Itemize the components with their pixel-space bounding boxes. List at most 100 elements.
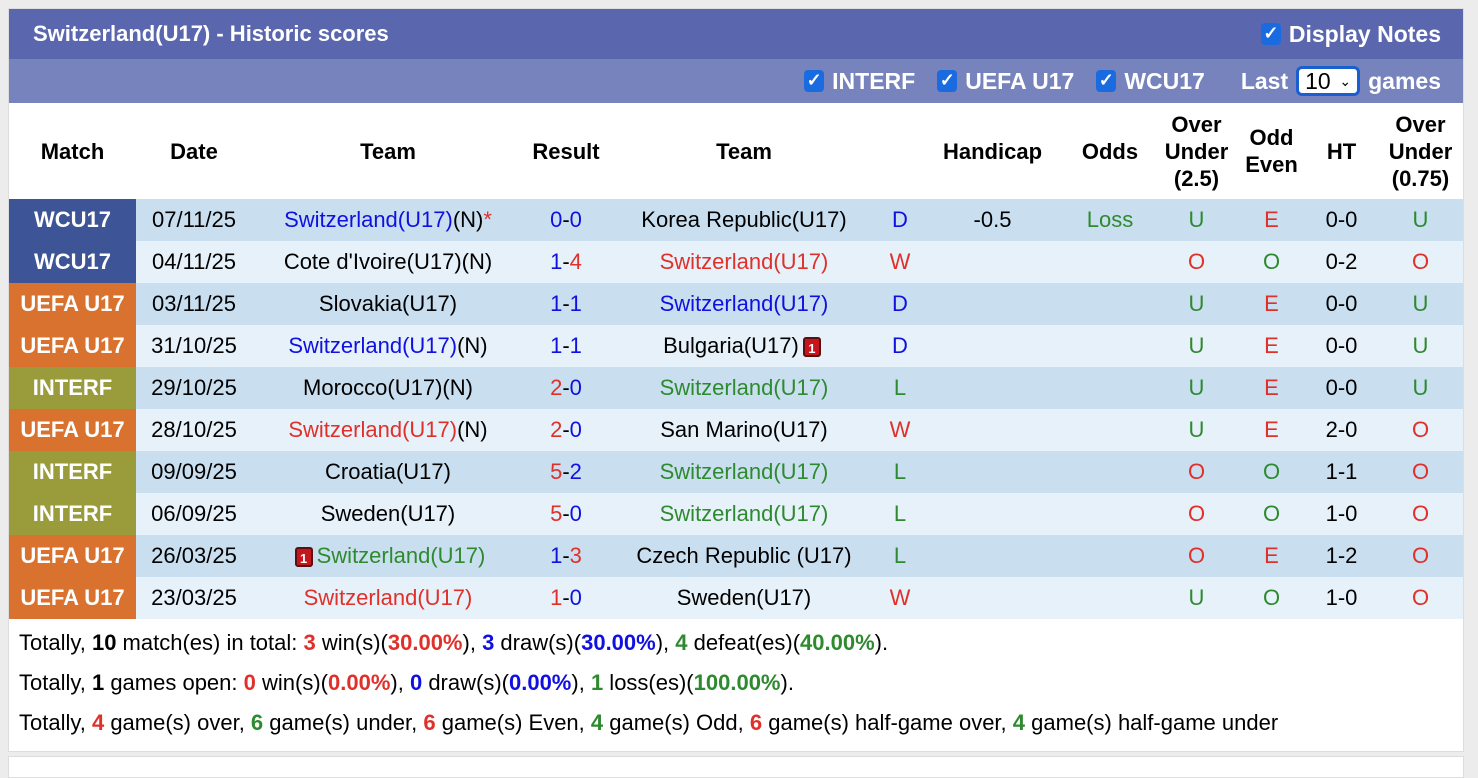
date-cell: 03/11/25 — [136, 283, 252, 325]
score-separator: - — [562, 543, 570, 568]
table-row: UEFA U17 26/03/25 1 Switzerland(U17) 1-3 Czec… — [9, 535, 1463, 577]
result-cell[interactable]: 1-1 — [524, 325, 608, 367]
column-header: Over Under (2.5) — [1164, 111, 1229, 191]
team-name[interactable]: Switzerland(U17) — [659, 291, 829, 316]
over-under-cell: U — [1155, 367, 1238, 409]
away-score: 2 — [569, 459, 582, 484]
over-under-075-cell: U — [1378, 199, 1463, 241]
team-name[interactable]: Switzerland(U17) — [284, 207, 453, 232]
half-time-cell: 0-0 — [1305, 283, 1378, 325]
half-time-cell: 0-0 — [1305, 325, 1378, 367]
competition-badge: WCU17 — [9, 199, 136, 241]
summary-segment: 0.00% — [508, 670, 572, 695]
handicap-cell — [920, 493, 1065, 535]
filter-interf-label: INTERF — [832, 67, 916, 94]
team-name[interactable]: Korea Republic(U17) — [641, 207, 847, 232]
last-games-select[interactable]: 10 ⌄ — [1296, 66, 1361, 96]
over-under-cell: O — [1155, 451, 1238, 493]
date-cell: 06/09/25 — [136, 493, 252, 535]
team-cell: Switzerland(U17) — [252, 577, 524, 619]
date-cell: 29/10/25 — [136, 367, 252, 409]
summary-segment: 10 — [91, 630, 117, 655]
over-under-075-cell: O — [1378, 451, 1463, 493]
outcome-cell: L — [880, 451, 920, 493]
result-cell[interactable]: 5-2 — [524, 451, 608, 493]
team-name[interactable]: Slovakia(U17) — [318, 291, 458, 316]
filter-wcu17-checkbox[interactable]: ✓ — [1096, 70, 1117, 92]
filter-uefa-checkbox[interactable]: ✓ — [937, 70, 958, 92]
table-row: INTERF 09/09/25 Croatia(U17) 5-2 Switzerland… — [9, 451, 1463, 493]
result-cell[interactable]: 5-0 — [524, 493, 608, 535]
scores-table: Match Date Team Result Team Handicap Odds Over … — [9, 103, 1463, 619]
team-cell: Sweden(U17) — [608, 577, 880, 619]
team-name[interactable]: Switzerland(U17) — [316, 543, 486, 568]
result-cell[interactable]: 1-1 — [524, 283, 608, 325]
result-cell[interactable]: 1-4 — [524, 241, 608, 283]
home-score: 2 — [550, 417, 563, 442]
team-name[interactable]: Switzerland(U17) — [659, 459, 829, 484]
summary-segment: Totally, — [19, 670, 92, 695]
score-separator: - — [562, 249, 570, 274]
outcome-cell: W — [880, 241, 920, 283]
result-cell[interactable]: 1-0 — [524, 577, 608, 619]
date-cell: 07/11/25 — [136, 199, 252, 241]
filter-interf-checkbox[interactable]: ✓ — [804, 70, 825, 92]
red-card-icon: 1 — [294, 547, 313, 568]
historic-scores-panel: Switzerland(U17) - Historic scores ✓ Dis… — [8, 8, 1464, 752]
team-name[interactable]: Morocco(U17) — [303, 375, 443, 400]
home-score: 5 — [550, 459, 563, 484]
display-notes-toggle[interactable]: ✓ Display Notes — [1260, 21, 1441, 48]
half-time-cell: 1-1 — [1305, 451, 1378, 493]
team-name[interactable]: Czech Republic (U17) — [636, 543, 852, 568]
result-cell[interactable]: 2-0 — [524, 367, 608, 409]
summary-segment: game(s) under, — [263, 710, 424, 735]
outcome-cell: W — [880, 409, 920, 451]
summary-segment: game(s) half-game under — [1025, 710, 1279, 735]
team-name[interactable]: San Marino(U17) — [660, 417, 828, 442]
summary-segment: 3 — [482, 630, 495, 655]
team-name[interactable]: Bulgaria(U17) — [663, 333, 799, 358]
team-name[interactable]: Switzerland(U17) — [659, 501, 829, 526]
over-under-075-cell: O — [1378, 535, 1463, 577]
team-cell: Cote d'Ivoire(U17)(N) — [252, 241, 524, 283]
team-name[interactable]: Switzerland(U17) — [659, 249, 829, 274]
team-name[interactable]: Switzerland(U17) — [288, 333, 458, 358]
team-name[interactable]: Sweden(U17) — [320, 501, 456, 526]
result-cell[interactable]: 1-3 — [524, 535, 608, 577]
over-under-cell: O — [1155, 493, 1238, 535]
date-cell: 26/03/25 — [136, 535, 252, 577]
team-cell: Switzerland(U17)(N) — [252, 325, 524, 367]
half-time-cell: 0-0 — [1305, 199, 1378, 241]
team-name[interactable]: Switzerland(U17) — [659, 375, 829, 400]
odd-even-cell: E — [1238, 409, 1305, 451]
result-cell[interactable]: 2-0 — [524, 409, 608, 451]
odds-cell — [1065, 367, 1155, 409]
filter-bar: ✓ INTERF ✓ UEFA U17 ✓ WCU17 Last 10 ⌄ games — [9, 59, 1463, 103]
odd-even-cell: O — [1238, 451, 1305, 493]
handicap-cell — [920, 409, 1065, 451]
team-name[interactable]: Croatia(U17) — [325, 459, 451, 484]
column-header: Date — [170, 138, 218, 164]
outcome-cell: L — [880, 535, 920, 577]
result-cell[interactable]: 0-0 — [524, 199, 608, 241]
summary-segment: 4 — [91, 710, 105, 735]
summary-segment: 4 — [1012, 710, 1026, 735]
team-cell: Bulgaria(U17) 1 — [608, 325, 880, 367]
summary-segment: game(s) Odd, — [603, 710, 750, 735]
panel-title: Switzerland(U17) - Historic scores — [33, 21, 389, 46]
away-score: 0 — [569, 207, 582, 232]
summary-segment: Totally, — [19, 710, 92, 735]
checkbox-checked-icon[interactable]: ✓ — [1260, 23, 1281, 45]
team-cell: Sweden(U17) — [252, 493, 524, 535]
half-time-cell: 1-0 — [1305, 493, 1378, 535]
summary-segment: draw(s)( — [422, 670, 509, 695]
over-under-cell: U — [1155, 577, 1238, 619]
team-name[interactable]: Switzerland(U17) — [288, 417, 458, 442]
date-cell: 09/09/25 — [136, 451, 252, 493]
away-score: 0 — [569, 375, 582, 400]
summary-segment: 6 — [423, 710, 436, 735]
over-under-075-cell: O — [1378, 241, 1463, 283]
team-name[interactable]: Switzerland(U17) — [303, 585, 473, 610]
team-name[interactable]: Cote d'Ivoire(U17) — [283, 249, 462, 274]
team-name[interactable]: Sweden(U17) — [676, 585, 812, 610]
